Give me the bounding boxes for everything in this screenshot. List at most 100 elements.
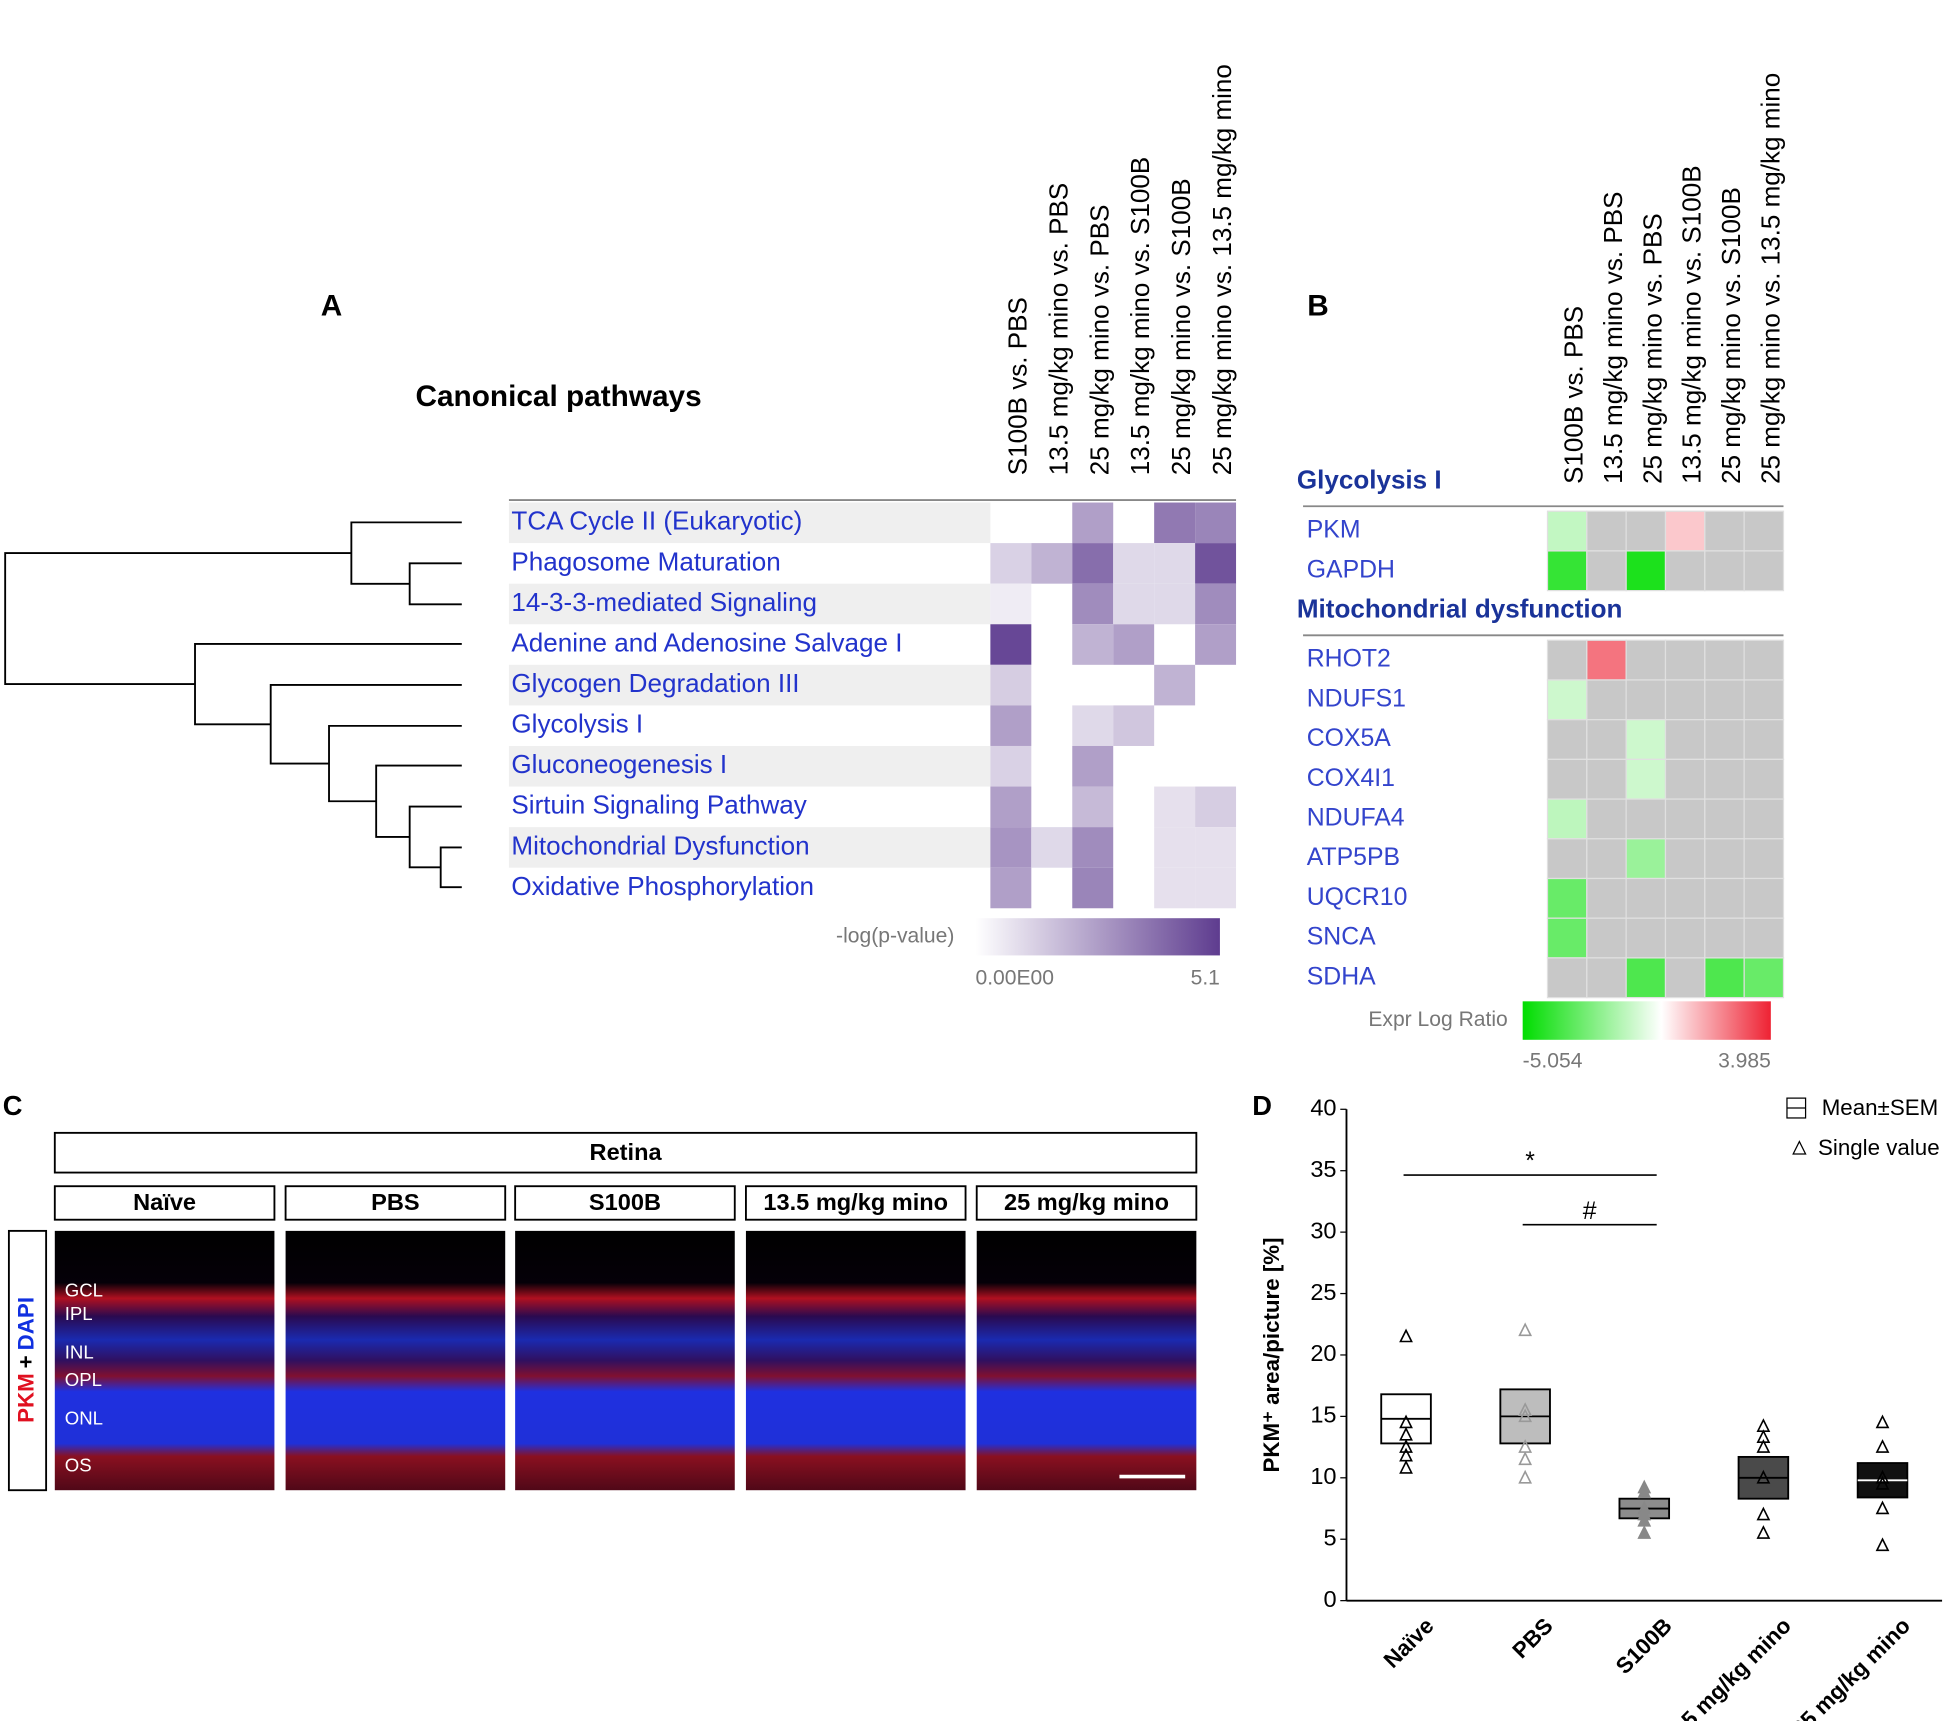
- empty-cell: [1743, 510, 1785, 552]
- y-tick-label: 30: [1310, 1217, 1336, 1243]
- heat-cell: [1546, 917, 1588, 959]
- row-label: PKM: [1307, 517, 1361, 544]
- heat-cell: [1072, 502, 1114, 544]
- column-box: [975, 1185, 1198, 1221]
- heat-cell: [1546, 510, 1588, 552]
- heat-cell: [1546, 550, 1588, 592]
- heat-cell: [1072, 867, 1114, 909]
- stain-part: PKM: [13, 1373, 38, 1423]
- heat-cell: [1625, 719, 1667, 760]
- heat-cell: [1195, 827, 1237, 868]
- heat-cell: [1195, 502, 1237, 544]
- panel-letter: A: [321, 290, 343, 323]
- empty-cell: [1625, 679, 1667, 721]
- heat-cell: [990, 583, 1032, 625]
- heat-cell: [1113, 583, 1155, 625]
- colorbar-label: -log(p-value): [836, 924, 954, 947]
- y-tick-label: 0: [1323, 1586, 1336, 1612]
- empty-cell: [1704, 510, 1745, 552]
- heat-cell: [1546, 798, 1588, 840]
- empty-cell: [1586, 877, 1627, 919]
- layer-label: GCL: [65, 1280, 103, 1301]
- single-value: [1399, 1328, 1413, 1343]
- empty-cell: [1704, 758, 1745, 800]
- panel-letter: D: [1252, 1090, 1272, 1121]
- row-label: Glycogen Degradation III: [511, 668, 799, 698]
- empty-cell: [1546, 838, 1588, 880]
- heat-cell: [1546, 877, 1588, 919]
- empty-cell: [1664, 719, 1706, 760]
- single-value: [1756, 1506, 1771, 1521]
- single-value: [1518, 1322, 1533, 1337]
- panel-letter: B: [1307, 290, 1329, 323]
- heat-cell: [1625, 838, 1667, 880]
- heat-cell: [1625, 758, 1667, 800]
- column-label: S100B vs. PBS: [1559, 306, 1589, 484]
- row-label: Sirtuin Signaling Pathway: [511, 790, 806, 820]
- row-label: SDHA: [1307, 963, 1376, 990]
- row-label: NDUFA4: [1307, 804, 1405, 831]
- heat-cell: [1072, 827, 1114, 868]
- column-label: 13.5 mg/kg mino vs. PBS: [1043, 183, 1073, 475]
- empty-cell: [1664, 957, 1706, 999]
- empty-cell: [1625, 510, 1667, 552]
- heat-cell: [1195, 624, 1237, 665]
- column-label: 25 mg/kg mino vs. 13.5 mg/kg mino: [1755, 73, 1785, 484]
- colorbar-tick: 3.985: [1718, 1050, 1771, 1073]
- empty-cell: [1743, 838, 1785, 880]
- empty-cell: [1546, 719, 1588, 760]
- heat-cell: [1154, 543, 1196, 584]
- single-value: [1875, 1469, 1890, 1484]
- empty-cell: [1704, 917, 1745, 959]
- empty-cell: [1664, 798, 1706, 840]
- legend-triangle-icon: [1792, 1140, 1807, 1155]
- empty-cell: [1586, 679, 1627, 721]
- heat-cell: [990, 867, 1032, 909]
- row-label: ATP5PB: [1307, 844, 1400, 871]
- heat-cell: [1072, 745, 1114, 787]
- stain-part: +: [13, 1355, 38, 1368]
- heat-cell: [1154, 827, 1196, 868]
- empty-cell: [1586, 719, 1627, 760]
- heat-cell: [990, 705, 1032, 746]
- heat-cell: [1072, 543, 1114, 584]
- heat-cell: [1154, 664, 1196, 706]
- stain-box: [7, 1229, 48, 1492]
- single-value: [1756, 1469, 1771, 1484]
- row-label: UQCR10: [1307, 884, 1408, 911]
- single-value: [1399, 1459, 1413, 1474]
- single-value: [1399, 1439, 1413, 1453]
- row-label: GAPDH: [1307, 556, 1395, 583]
- stain-part: DAPI: [13, 1297, 38, 1350]
- heat-cell: [1625, 957, 1667, 999]
- empty-cell: [1546, 758, 1588, 800]
- row-stripe: [508, 745, 991, 787]
- layer-label: IPL: [65, 1303, 93, 1324]
- empty-cell: [1586, 838, 1627, 880]
- single-value: [1875, 1500, 1890, 1515]
- dendrogram: [4, 521, 462, 889]
- micrograph: [515, 1230, 735, 1491]
- row-label: SNCA: [1307, 924, 1376, 951]
- layer-label: ONL: [65, 1407, 103, 1428]
- column-label: Naïve: [133, 1189, 196, 1215]
- x-tick-label: 13.5 mg/kg mino: [1655, 1613, 1796, 1721]
- empty-cell: [1704, 639, 1745, 681]
- heat-cell: [1195, 867, 1237, 909]
- empty-cell: [1625, 639, 1667, 681]
- single-value: [1637, 1484, 1652, 1499]
- heat-cell: [1113, 705, 1155, 746]
- empty-cell: [1664, 679, 1706, 721]
- row-label: 14-3-3-mediated Signaling: [511, 587, 817, 617]
- row-label: RHOT2: [1307, 646, 1391, 673]
- empty-cell: [1743, 877, 1785, 919]
- empty-cell: [1625, 917, 1667, 959]
- x-tick-label: Naïve: [1379, 1613, 1439, 1673]
- empty-cell: [1704, 798, 1745, 840]
- row-stripe: [508, 827, 991, 868]
- empty-cell: [1664, 838, 1706, 880]
- row-stripe: [508, 502, 991, 544]
- x-tick-label: PBS: [1508, 1613, 1558, 1663]
- column-label: 25 mg/kg mino vs. PBS: [1084, 205, 1114, 476]
- row-label: Mitochondrial Dysfunction: [511, 830, 809, 860]
